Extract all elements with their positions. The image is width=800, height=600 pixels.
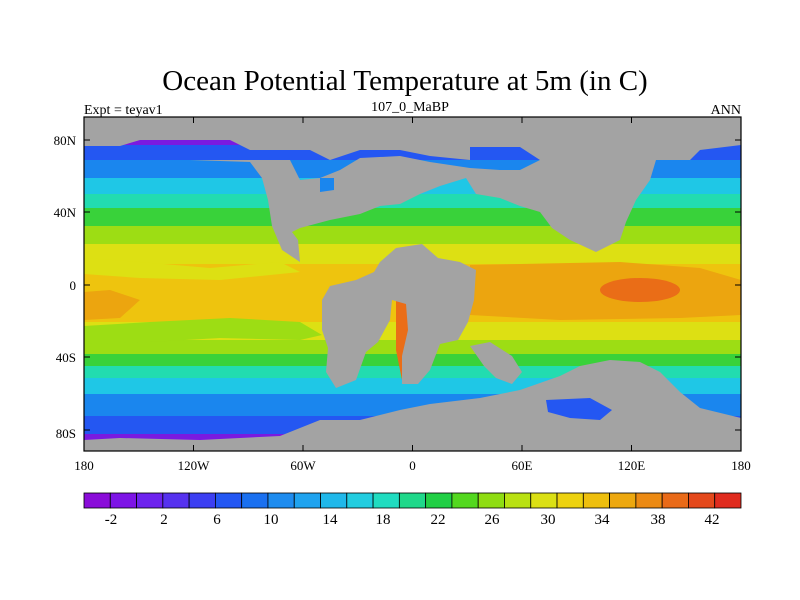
y-tick-label: 0: [70, 278, 77, 293]
colorbar-box: [530, 492, 558, 509]
colorbar-label: 34: [595, 512, 611, 528]
colorbar-box: [188, 492, 216, 509]
colorbar-box: [109, 492, 137, 509]
hot-spot-east: [600, 278, 680, 302]
ocean-inlet-north: [320, 178, 334, 192]
colorbar-labels: -2 2 6 10 14 18 22 26 30 34 38 42: [105, 512, 720, 528]
land-gondwana-africa-sa: [322, 244, 476, 388]
land-antarctica-australia: [84, 360, 741, 451]
x-tick-label: 60E: [512, 458, 533, 473]
y-tick-label: 80S: [56, 426, 76, 441]
colorbar-box: [398, 492, 427, 509]
colorbar-label: 6: [213, 512, 221, 528]
colorbar-box: [293, 492, 321, 509]
colorbar-label: -2: [105, 512, 118, 528]
colorbar-box: [504, 492, 532, 509]
colorbar-box: [451, 492, 479, 509]
colorbar-box: [425, 492, 453, 509]
colorbar-box: [477, 492, 505, 509]
colorbar-label: 22: [431, 512, 446, 528]
colorbar: [83, 492, 742, 509]
plot-title: Ocean Potential Temperature at 5m (in C): [162, 65, 647, 97]
band-north-green: [84, 208, 741, 228]
colorbar-box: [136, 492, 164, 509]
colorbar-box: [267, 492, 295, 509]
band-north-lime: [84, 226, 741, 246]
land-madagascar-india: [470, 342, 522, 384]
y-tick-label: 40S: [56, 350, 76, 365]
colorbar-box: [346, 492, 374, 509]
x-tick-label: 60W: [290, 458, 316, 473]
colorbar-label: 10: [264, 512, 279, 528]
colorbar-box: [688, 492, 716, 509]
x-tick-label: 0: [409, 458, 416, 473]
x-tick-label: 120E: [618, 458, 646, 473]
x-tick-label: 120W: [178, 458, 211, 473]
subtitle-right: ANN: [711, 103, 741, 118]
colorbar-box: [609, 492, 637, 509]
colorbar-label: 18: [376, 512, 391, 528]
x-axis: 180 120W 60W 0 60E 120E 180: [74, 117, 751, 473]
colorbar-label: 26: [485, 512, 501, 528]
colorbar-box: [582, 492, 611, 509]
colorbar-box: [372, 492, 400, 509]
colorbar-label: 30: [541, 512, 556, 528]
colorbar-box: [241, 492, 269, 509]
ocean-lake-south: [546, 398, 612, 420]
colorbar-label: 38: [651, 512, 666, 528]
colorbar-box: [556, 492, 584, 509]
land-arctic-north: [84, 117, 520, 160]
colorbar-box: [320, 492, 348, 509]
y-tick-label: 80N: [54, 133, 77, 148]
land-laurasia: [190, 117, 741, 262]
colorbar-label: 42: [705, 512, 720, 528]
cool-tongue-north: [84, 258, 300, 280]
colorbar-box: [83, 492, 111, 509]
subtitle-center: 107_0_MaBP: [371, 100, 449, 115]
colorbar-box: [714, 492, 742, 509]
cool-tongue-south: [84, 318, 322, 344]
colorbar-box: [635, 492, 663, 509]
colorbar-box: [661, 492, 689, 509]
colorbar-label: 2: [160, 512, 168, 528]
colorbar-box: [162, 492, 190, 509]
map-area: [84, 117, 741, 451]
x-tick-label: 180: [74, 458, 94, 473]
warm-pool-west: [84, 290, 140, 320]
colorbar-box: [214, 492, 243, 509]
x-tick-label: 180: [731, 458, 751, 473]
colorbar-label: 14: [323, 512, 339, 528]
y-axis: 80N 40N 0 40S 80S: [54, 133, 741, 441]
y-tick-label: 40N: [54, 205, 77, 220]
subtitle-left: Expt = teyav1: [84, 103, 163, 118]
